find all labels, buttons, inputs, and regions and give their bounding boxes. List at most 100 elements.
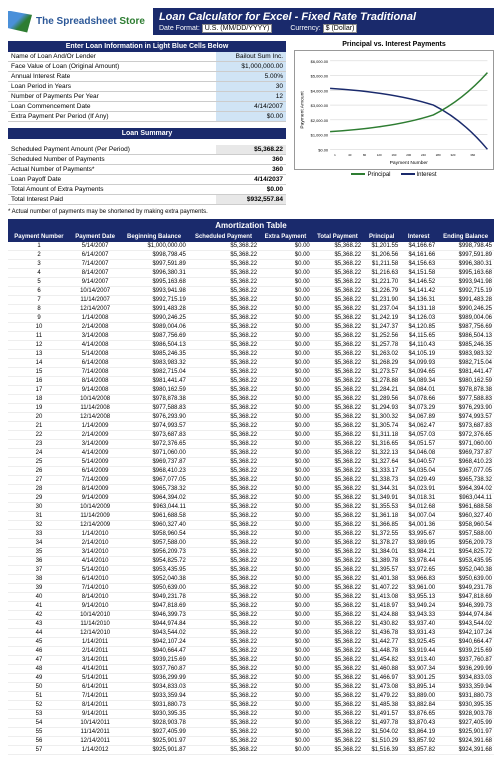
summary-value: $932,557.84 — [216, 195, 286, 205]
table-row: 233/14/2009$972,376.65$5,368.22$0.00$5,3… — [8, 440, 494, 449]
currency-select[interactable]: $ (Dollar) — [323, 24, 358, 33]
summary-label: Scheduled Payment Amount (Per Period) — [8, 145, 216, 155]
table-row: 4311/14/2010$944,974.84$5,368.22$0.00$5,… — [8, 620, 494, 629]
svg-text:$0.00: $0.00 — [318, 147, 329, 152]
table-row: 3111/14/2009$961,688.58$5,368.22$0.00$5,… — [8, 512, 494, 521]
table-row: 711/14/2007$992,715.19$5,368.22$0.00$5,3… — [8, 296, 494, 305]
table-row: 364/14/2010$954,825.72$5,368.22$0.00$5,3… — [8, 557, 494, 566]
table-row: 386/14/2010$952,040.38$5,368.22$0.00$5,3… — [8, 575, 494, 584]
table-row: 812/14/2007$991,483.28$5,368.22$0.00$5,3… — [8, 305, 494, 314]
svg-text:320: 320 — [451, 153, 456, 157]
input-label: Loan Commencement Date — [8, 102, 216, 112]
table-row: 397/14/2010$950,639.00$5,368.22$0.00$5,3… — [8, 584, 494, 593]
svg-text:Payment Amount: Payment Amount — [300, 91, 306, 129]
table-row: 179/14/2008$980,162.59$5,368.22$0.00$5,3… — [8, 386, 494, 395]
table-row: 484/14/2011$937,760.87$5,368.22$0.00$5,3… — [8, 665, 494, 674]
svg-text:360: 360 — [470, 153, 475, 157]
logo-text: The Spreadsheet Store — [36, 16, 145, 27]
summary-label: Loan Payoff Date — [8, 175, 216, 185]
table-row: 37/14/2007$997,591.89$5,368.22$0.00$5,36… — [8, 260, 494, 269]
amort-col-header: Total Payment — [312, 232, 363, 242]
table-row: 451/14/2011$942,107.24$5,368.22$0.00$5,3… — [8, 638, 494, 647]
amort-col-header: Beginning Balance — [120, 232, 188, 242]
svg-text:40: 40 — [348, 153, 352, 157]
input-label: Name of Loan And/Or Lender — [8, 52, 216, 62]
svg-text:$4,000.00: $4,000.00 — [311, 88, 329, 93]
table-row: 255/14/2009$969,737.87$5,368.22$0.00$5,3… — [8, 458, 494, 467]
table-row: 4210/14/2010$946,399.73$5,368.22$0.00$5,… — [8, 611, 494, 620]
table-row: 462/14/2011$940,664.47$5,368.22$0.00$5,3… — [8, 647, 494, 656]
input-value[interactable]: 4/14/2007 — [216, 102, 286, 112]
amortization-table: Payment NumberPayment DateBeginning Bala… — [8, 232, 494, 755]
chart-legend: Principal Interest — [294, 172, 494, 178]
table-row: 3010/14/2009$963,044.11$5,368.22$0.00$5,… — [8, 503, 494, 512]
summary-label: Scheduled Number of Payments — [8, 155, 216, 165]
summary-label: Actual Number of Payments* — [8, 165, 216, 175]
chart-title: Principal vs. Interest Payments — [294, 41, 494, 48]
table-row: 539/14/2011$930,395.35$5,368.22$0.00$5,3… — [8, 710, 494, 719]
table-row: 375/14/2010$953,435.95$5,368.22$0.00$5,3… — [8, 566, 494, 575]
input-value[interactable]: 30 — [216, 82, 286, 92]
table-row: 48/14/2007$996,380.31$5,368.22$0.00$5,36… — [8, 269, 494, 278]
table-row: 157/14/2008$982,715.04$5,368.22$0.00$5,3… — [8, 368, 494, 377]
svg-text:120: 120 — [377, 153, 382, 157]
table-row: 288/14/2009$965,738.32$5,368.22$0.00$5,3… — [8, 485, 494, 494]
table-row: 408/14/2010$949,231.78$5,368.22$0.00$5,3… — [8, 593, 494, 602]
table-row: 102/14/2008$989,004.06$5,368.22$0.00$5,3… — [8, 323, 494, 332]
table-row: 342/14/2010$957,588.00$5,368.22$0.00$5,3… — [8, 539, 494, 548]
table-row: 4412/14/2010$943,544.02$5,368.22$0.00$5,… — [8, 629, 494, 638]
page-title: Loan Calculator for Excel - Fixed Rate T… — [159, 11, 488, 23]
table-row: 15/14/2007$1,000,000.00$5,368.22$0.00$5,… — [8, 242, 494, 251]
summary-value: $5,368.22 — [216, 145, 286, 155]
svg-text:280: 280 — [436, 153, 441, 157]
table-row: 506/14/2011$934,833.03$5,368.22$0.00$5,3… — [8, 683, 494, 692]
currency-label: Currency: — [290, 25, 320, 32]
amort-col-header: Payment Date — [70, 232, 120, 242]
loan-input-table: Name of Loan And/Or LenderBailout Sum In… — [8, 52, 286, 122]
table-row: 91/14/2008$990,246.25$5,368.22$0.00$5,36… — [8, 314, 494, 323]
input-label: Loan Period in Years — [8, 82, 216, 92]
input-value[interactable]: $0.00 — [216, 112, 286, 122]
svg-text:$5,000.00: $5,000.00 — [311, 74, 329, 79]
summary-value: 360 — [216, 155, 286, 165]
input-value[interactable]: 12 — [216, 92, 286, 102]
svg-text:Payment Number: Payment Number — [390, 160, 429, 166]
table-row: 3212/14/2009$960,327.40$5,368.22$0.00$5,… — [8, 521, 494, 530]
svg-text:$3,000.00: $3,000.00 — [311, 103, 329, 108]
table-row: 244/14/2009$971,060.00$5,368.22$0.00$5,3… — [8, 449, 494, 458]
table-row: 473/14/2011$939,215.69$5,368.22$0.00$5,3… — [8, 656, 494, 665]
input-value[interactable]: Bailout Sum Inc. — [216, 52, 286, 62]
table-row: 277/14/2009$967,077.05$5,368.22$0.00$5,3… — [8, 476, 494, 485]
table-row: 26/14/2007$998,798.45$5,368.22$0.00$5,36… — [8, 251, 494, 260]
input-section-header: Enter Loan Information in Light Blue Cel… — [8, 41, 286, 52]
table-row: 571/14/2012$925,901.87$5,368.22$0.00$5,3… — [8, 746, 494, 755]
input-value[interactable]: 5.00% — [216, 72, 286, 82]
input-label: Extra Payment Per Period (If Any) — [8, 112, 216, 122]
input-value[interactable]: $1,000,000.00 — [216, 62, 286, 72]
table-row: 168/14/2008$981,441.47$5,368.22$0.00$5,3… — [8, 377, 494, 386]
table-row: 59/14/2007$995,163.68$5,368.22$0.00$5,36… — [8, 278, 494, 287]
summary-value: 4/14/2037 — [216, 175, 286, 185]
amort-col-header: Interest — [400, 232, 437, 242]
svg-text:$1,000.00: $1,000.00 — [311, 133, 329, 138]
date-format-select[interactable]: U.S. (MM/DD/YYYY) — [202, 24, 273, 33]
summary-value: 360 — [216, 165, 286, 175]
table-row: 517/14/2011$933,359.94$5,368.22$0.00$5,3… — [8, 692, 494, 701]
title-bar: Loan Calculator for Excel - Fixed Rate T… — [153, 8, 494, 35]
input-label: Annual Interest Rate — [8, 72, 216, 82]
amortization-header: Amortization Table — [8, 219, 494, 232]
amort-col-header: Extra Payment — [259, 232, 312, 242]
date-format-label: Date Format: — [159, 25, 200, 32]
svg-text:$2,000.00: $2,000.00 — [311, 118, 329, 123]
table-row: 419/14/2010$947,818.69$5,368.22$0.00$5,3… — [8, 602, 494, 611]
svg-text:$6,000.00: $6,000.00 — [311, 59, 329, 64]
amort-col-header: Payment Number — [8, 232, 70, 242]
table-row: 135/14/2008$985,246.35$5,368.22$0.00$5,3… — [8, 350, 494, 359]
table-row: 113/14/2008$987,756.69$5,368.22$0.00$5,3… — [8, 332, 494, 341]
table-row: 5410/14/2011$928,903.78$5,368.22$0.00$5,… — [8, 719, 494, 728]
table-row: 146/14/2008$983,983.32$5,368.22$0.00$5,3… — [8, 359, 494, 368]
logo: The Spreadsheet Store — [8, 11, 145, 33]
table-row: 124/14/2008$986,504.13$5,368.22$0.00$5,3… — [8, 341, 494, 350]
table-row: 299/14/2009$964,394.02$5,368.22$0.00$5,3… — [8, 494, 494, 503]
summary-value: $0.00 — [216, 185, 286, 195]
